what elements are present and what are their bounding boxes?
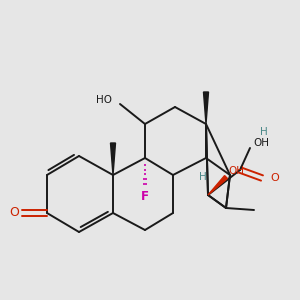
Text: OH: OH xyxy=(253,138,269,148)
Polygon shape xyxy=(203,92,208,124)
Text: H: H xyxy=(260,127,268,137)
Text: O: O xyxy=(9,206,19,220)
Polygon shape xyxy=(110,143,116,175)
Text: O: O xyxy=(270,173,279,183)
Polygon shape xyxy=(208,176,227,195)
Text: H: H xyxy=(199,172,207,182)
Text: HO: HO xyxy=(96,95,112,105)
Text: F: F xyxy=(141,190,149,202)
Text: OH: OH xyxy=(228,166,244,176)
